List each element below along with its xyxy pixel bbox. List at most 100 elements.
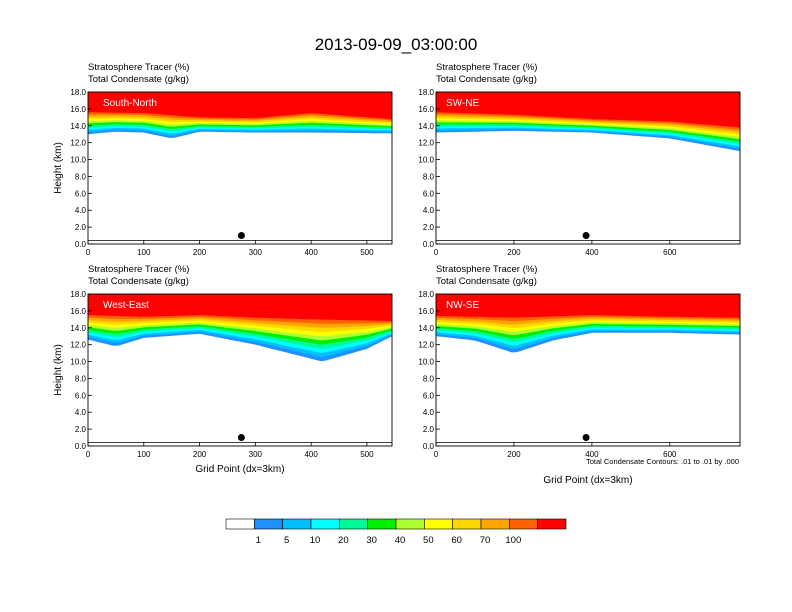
panel-subtitle-tracer: Stratosphere Tracer (%) <box>88 62 189 73</box>
panel-nw-se: Stratosphere Tracer (%) Total Condensate… <box>418 264 741 486</box>
y-tick-label: 8.0 <box>75 374 87 383</box>
panel-subtitle-tracer: Stratosphere Tracer (%) <box>436 264 537 275</box>
colorbar-swatch <box>537 518 567 530</box>
x-tick-label: 0 <box>434 450 439 459</box>
plot-frame <box>435 293 741 447</box>
y-axis-label: Height (km) <box>53 344 64 396</box>
colorbar-swatch <box>395 518 425 530</box>
x-tick-label: 300 <box>249 450 263 459</box>
y-tick-label: 18.0 <box>70 88 86 97</box>
panel-label: SW-NE <box>446 98 479 109</box>
y-tick-label: 10.0 <box>418 358 434 367</box>
x-tick-label: 300 <box>249 248 263 257</box>
panel-label: West-East <box>103 300 149 311</box>
panel-subtitle-tracer: Stratosphere Tracer (%) <box>436 62 537 73</box>
x-tick-label: 0 <box>86 248 91 257</box>
colorbar-label: 5 <box>284 535 289 546</box>
y-tick-label: 4.0 <box>75 206 87 215</box>
colorbar-label: 10 <box>310 535 321 546</box>
y-tick-label: 6.0 <box>75 189 87 198</box>
plot-area: 0.0 2.0 4.0 6.0 8.0 10.0 12.0 14.0 16.0 18.0 0 100 2… <box>70 88 393 257</box>
panel-label: NW-SE <box>446 300 479 311</box>
x-tick-label: 500 <box>360 450 374 459</box>
plot-area: 0.0 2.0 4.0 6.0 8.0 10.0 12.0 14.0 16.0 18.0 0 200 4… <box>418 290 741 459</box>
y-tick-label: 2.0 <box>423 223 435 232</box>
plot-frame <box>435 91 741 245</box>
location-marker <box>582 232 590 240</box>
x-tick-label: 200 <box>507 248 521 257</box>
plot-frame <box>87 91 393 245</box>
colorbar-swatch <box>480 518 510 530</box>
x-tick-label: 400 <box>585 450 599 459</box>
colorbar-swatch <box>367 518 397 530</box>
colorbar-swatch <box>339 518 368 530</box>
colorbar-swatch <box>310 518 340 530</box>
panel-south-north: Stratosphere Tracer (%) Total Condensate… <box>53 62 393 257</box>
y-tick-label: 10.0 <box>418 156 434 165</box>
y-tick-label: 6.0 <box>423 391 435 400</box>
colorbar-swatch <box>424 518 453 530</box>
plot-area: 0.0 2.0 4.0 6.0 8.0 10.0 12.0 14.0 16.0 18.0 0 100 2… <box>70 290 393 459</box>
y-tick-label: 14.0 <box>418 324 434 333</box>
y-tick-label: 6.0 <box>75 391 87 400</box>
y-tick-label: 18.0 <box>418 88 434 97</box>
y-tick-label: 12.0 <box>70 139 86 148</box>
y-axis-label: Height (km) <box>53 142 64 194</box>
y-tick-label: 16.0 <box>70 307 86 316</box>
panel-label: South-North <box>103 98 157 109</box>
panel-subtitle-condensate: Total Condensate (g/kg) <box>436 276 537 287</box>
y-tick-label: 6.0 <box>423 189 435 198</box>
y-tick-label: 0.0 <box>75 442 87 451</box>
colorbar-label: 30 <box>366 535 377 546</box>
colorbar: 1 5 10 20 30 40 50 60 70 100 <box>225 518 567 546</box>
plot-frame <box>87 293 393 447</box>
y-tick-label: 18.0 <box>418 290 434 299</box>
x-tick-label: 400 <box>585 248 599 257</box>
y-tick-label: 14.0 <box>70 122 86 131</box>
colorbar-label: 60 <box>451 535 462 546</box>
y-tick-label: 14.0 <box>70 324 86 333</box>
x-tick-label: 0 <box>434 248 439 257</box>
colorbar-label: 50 <box>423 535 434 546</box>
y-tick-label: 16.0 <box>418 105 434 114</box>
colorbar-swatch <box>509 518 538 530</box>
x-tick-label: 0 <box>86 450 91 459</box>
y-tick-label: 16.0 <box>70 105 86 114</box>
y-tick-label: 0.0 <box>423 442 435 451</box>
colorbar-label: 70 <box>480 535 491 546</box>
x-axis-label: Grid Point (dx=3km) <box>543 475 632 486</box>
y-tick-label: 10.0 <box>70 156 86 165</box>
y-tick-label: 2.0 <box>75 425 87 434</box>
x-tick-label: 200 <box>507 450 521 459</box>
x-tick-label: 200 <box>193 450 207 459</box>
y-tick-label: 12.0 <box>418 139 434 148</box>
colorbar-label: 40 <box>395 535 406 546</box>
colorbar-swatch <box>282 518 312 530</box>
panel-sw-ne: Stratosphere Tracer (%) Total Condensate… <box>418 62 741 257</box>
panel-subtitle-condensate: Total Condensate (g/kg) <box>88 276 189 287</box>
x-tick-label: 200 <box>193 248 207 257</box>
colorbar-label: 100 <box>505 535 521 546</box>
x-tick-label: 500 <box>360 248 374 257</box>
panel-subtitle-tracer: Stratosphere Tracer (%) <box>88 264 189 275</box>
plot-area: 0.0 2.0 4.0 6.0 8.0 10.0 12.0 14.0 16.0 18.0 0 200 4… <box>418 88 741 257</box>
y-tick-label: 4.0 <box>423 408 435 417</box>
colorbar-label: 20 <box>338 535 349 546</box>
tracer-band-11 <box>436 92 740 128</box>
x-tick-label: 600 <box>663 450 677 459</box>
tracer-band-11 <box>88 92 392 119</box>
colorbar-swatch <box>452 518 482 530</box>
x-tick-label: 400 <box>304 248 318 257</box>
tracer-band-11 <box>88 294 392 321</box>
y-tick-label: 18.0 <box>70 290 86 299</box>
location-marker <box>237 434 245 442</box>
y-tick-label: 14.0 <box>418 122 434 131</box>
tracer-band-11 <box>436 294 740 318</box>
colorbar-swatch <box>225 518 255 530</box>
x-tick-label: 100 <box>137 450 151 459</box>
y-tick-label: 2.0 <box>75 223 87 232</box>
location-marker <box>582 434 590 442</box>
panel-subtitle-condensate: Total Condensate (g/kg) <box>88 74 189 85</box>
y-tick-label: 4.0 <box>75 408 87 417</box>
x-tick-label: 400 <box>304 450 318 459</box>
